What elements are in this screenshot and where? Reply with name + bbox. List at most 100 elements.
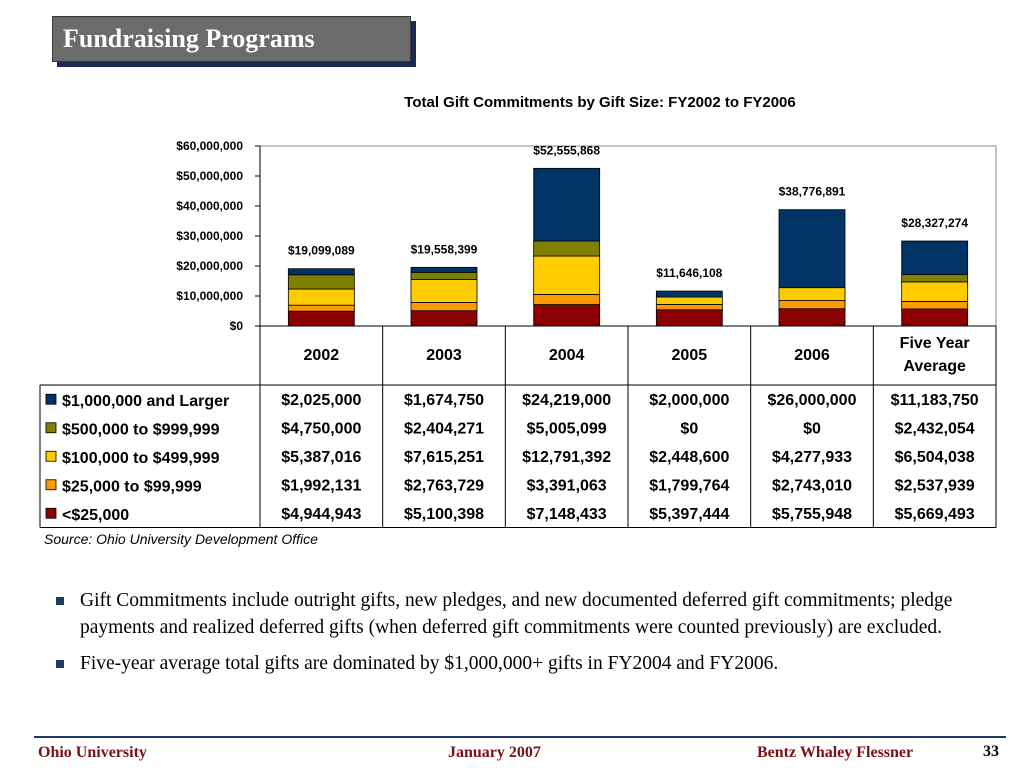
y-tick-label: $30,000,000 xyxy=(176,229,243,243)
bar-segment xyxy=(533,255,601,295)
table-cell-value: $3,391,063 xyxy=(527,477,607,494)
legend-swatch xyxy=(45,479,57,491)
bar-segment xyxy=(410,266,478,273)
table-cell-value: $2,432,054 xyxy=(895,420,975,437)
category-label: 2005 xyxy=(672,347,708,364)
bullet-item: Five-year average total gifts are domina… xyxy=(56,650,986,677)
bar-segment xyxy=(410,279,478,303)
table-cell-value: $2,448,600 xyxy=(649,449,729,466)
square-bullet-icon xyxy=(56,597,64,605)
plot-area xyxy=(259,145,997,327)
bar-segment xyxy=(287,304,355,312)
y-tick-label: $50,000,000 xyxy=(176,169,243,183)
y-tick-label: $10,000,000 xyxy=(176,289,243,303)
bullet-text: Five-year average total gifts are domina… xyxy=(80,653,779,674)
bar-total-label: $38,776,891 xyxy=(779,185,846,199)
y-tick-label: $20,000,000 xyxy=(176,259,243,273)
slide-title: Fundraising Programs xyxy=(63,24,315,53)
bar-segment xyxy=(533,293,601,305)
bar-total-label: $19,099,089 xyxy=(288,244,355,258)
table-cell-value: $5,387,016 xyxy=(281,449,361,466)
legend-series-name: $500,000 to $999,999 xyxy=(62,421,220,438)
table-cell-value: $1,674,750 xyxy=(404,392,484,409)
source-note: Source: Ohio University Development Offi… xyxy=(44,531,318,547)
table-cell-value: $0 xyxy=(803,420,821,437)
slide-title-box: Fundraising Programs xyxy=(52,16,411,62)
bar-segment xyxy=(410,271,478,280)
table-cell-value: $2,763,729 xyxy=(404,477,484,494)
footer-divider xyxy=(34,736,1006,738)
table-cell-value: $24,219,000 xyxy=(522,392,611,409)
table-cell-value: $1,799,764 xyxy=(649,477,729,494)
table-cell-value: $5,755,948 xyxy=(772,506,852,523)
bullet-list: Gift Commitments include outright gifts,… xyxy=(56,587,986,686)
bar-segment xyxy=(778,287,846,301)
category-label: 2006 xyxy=(794,347,830,364)
bar-segment xyxy=(901,308,969,327)
table-cell-value: $12,791,392 xyxy=(522,449,611,466)
page-number: 33 xyxy=(983,743,999,760)
bar-segment xyxy=(410,310,478,327)
table-cell-value: $7,148,433 xyxy=(527,506,607,523)
legend-swatch xyxy=(45,450,57,462)
table-cell-value: $4,750,000 xyxy=(281,420,361,437)
y-tick-label: $40,000,000 xyxy=(176,199,243,213)
bar-total-label: $19,558,399 xyxy=(411,242,478,256)
bar-segment xyxy=(533,167,601,242)
table-cell-value: $2,000,000 xyxy=(649,392,729,409)
legend-swatch xyxy=(45,507,57,519)
bar-total-label: $52,555,868 xyxy=(533,143,600,157)
category-label: Five Year Average xyxy=(900,335,970,375)
legend-series-name: $1,000,000 and Larger xyxy=(62,393,229,410)
table-cell-value: $11,183,750 xyxy=(891,392,979,409)
legend-series-name: $25,000 to $99,999 xyxy=(62,478,202,495)
bar-segment xyxy=(655,290,723,298)
table-cell-value: $5,669,493 xyxy=(895,506,975,523)
category-label: 2002 xyxy=(304,347,340,364)
table-cell-value: $26,000,000 xyxy=(768,392,857,409)
bar-segment xyxy=(778,300,846,310)
bar-total-label: $28,327,274 xyxy=(901,216,968,230)
footer-organization: Ohio University xyxy=(38,744,147,761)
footer-date: January 2007 xyxy=(448,744,541,761)
bullet-text: Gift Commitments include outright gifts,… xyxy=(80,590,953,638)
bar-segment xyxy=(287,288,355,306)
table-cell-value: $4,277,933 xyxy=(772,449,852,466)
bar-segment xyxy=(901,281,969,302)
table-cell-value: $5,397,444 xyxy=(649,506,729,523)
table-cell-value: $2,025,000 xyxy=(281,392,361,409)
chart-title: Total Gift Commitments by Gift Size: FY2… xyxy=(404,94,796,111)
bar-segment xyxy=(778,209,846,289)
footer-consultant: Bentz Whaley Flessner xyxy=(757,744,914,761)
stacked-bar-chart: $0 $10,000,000 $20,000,000 $30,000,000 $40,0… xyxy=(39,139,997,528)
bar-segment xyxy=(410,302,478,312)
y-tick-label: $0 xyxy=(230,319,244,333)
bar-segment xyxy=(655,304,723,311)
bar-segment xyxy=(778,308,846,327)
table-cell-value: $0 xyxy=(680,420,698,437)
bullet-item: Gift Commitments include outright gifts,… xyxy=(56,587,986,641)
bar-total-label: $11,646,108 xyxy=(656,266,722,280)
bar-segment xyxy=(533,304,601,327)
bar-segment xyxy=(287,274,355,290)
table-cell-value: $2,537,939 xyxy=(895,477,975,494)
table-cell-value: $7,615,251 xyxy=(404,449,484,466)
bar-segment xyxy=(533,240,601,257)
legend-swatch xyxy=(45,422,57,434)
legend-swatch xyxy=(45,393,57,405)
legend-series-name: <$25,000 xyxy=(62,507,129,524)
table-cell-value: $2,743,010 xyxy=(772,477,852,494)
table-cell-value: $4,944,943 xyxy=(281,506,361,523)
legend-series-name: $100,000 to $499,999 xyxy=(62,450,220,467)
bar-segment xyxy=(287,268,355,276)
table-cell-value: $5,005,099 xyxy=(527,420,607,437)
category-label: 2004 xyxy=(549,347,585,364)
bar-segment xyxy=(287,310,355,327)
bar-segment xyxy=(655,296,723,305)
category-label: 2003 xyxy=(426,347,462,364)
table-cell-value: $1,992,131 xyxy=(281,477,361,494)
y-tick-label: $60,000,000 xyxy=(176,139,243,153)
table-cell-value: $2,404,271 xyxy=(404,420,484,437)
bar-segment xyxy=(901,300,969,310)
bar-segment xyxy=(655,309,723,327)
